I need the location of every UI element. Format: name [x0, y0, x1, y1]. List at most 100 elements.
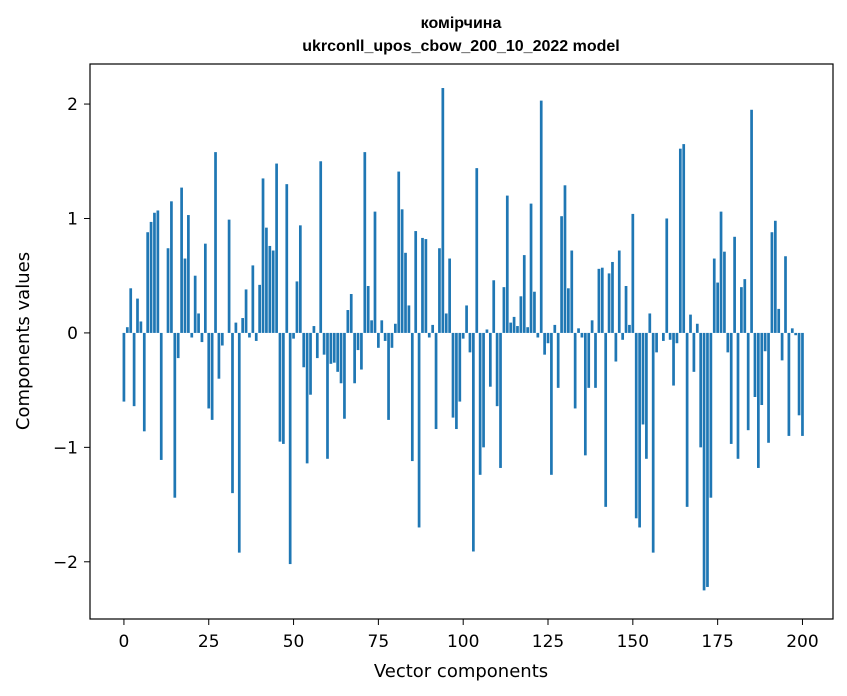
- bar: [132, 332, 136, 407]
- bar: [699, 332, 703, 448]
- bar: [339, 332, 343, 384]
- bar: [624, 286, 628, 333]
- bar: [482, 332, 485, 448]
- bar: [455, 332, 458, 430]
- bar: [522, 255, 526, 333]
- bar: [757, 332, 760, 468]
- chart-subtitle: ukrconll_upos_cbow_200_10_2022 model: [302, 38, 619, 55]
- y-tick-label: 0: [67, 324, 78, 344]
- bar: [682, 144, 686, 333]
- bar: [309, 332, 312, 395]
- bar: [315, 332, 319, 359]
- bar: [641, 332, 645, 425]
- y-tick-label: 1: [67, 209, 78, 229]
- bar: [153, 212, 156, 333]
- bar: [706, 332, 709, 587]
- bar: [417, 332, 421, 528]
- bar: [617, 250, 621, 333]
- bar: [180, 187, 183, 333]
- bar: [780, 332, 784, 361]
- bar: [712, 258, 716, 333]
- bar: [183, 258, 187, 333]
- bar: [441, 88, 445, 333]
- bar: [536, 332, 540, 338]
- bar: [176, 332, 180, 359]
- bar: [740, 287, 743, 333]
- bar: [760, 332, 764, 406]
- bar: [672, 332, 675, 386]
- y-axis-label: Components values: [13, 252, 34, 430]
- bar: [349, 294, 353, 333]
- bar: [492, 280, 496, 333]
- x-tick-label: 50: [283, 632, 305, 652]
- bar: [526, 327, 530, 333]
- bar: [675, 332, 679, 344]
- bar: [733, 236, 736, 333]
- bar: [763, 332, 767, 352]
- bar: [729, 332, 733, 444]
- bar: [251, 265, 255, 333]
- bar: [329, 332, 333, 364]
- bar: [268, 245, 272, 333]
- bar: [156, 210, 160, 333]
- bar: [692, 332, 696, 372]
- bar: [587, 332, 591, 388]
- bar: [719, 211, 723, 333]
- bar: [234, 322, 238, 333]
- bar: [373, 211, 377, 333]
- bar: [125, 327, 129, 333]
- bar: [254, 332, 258, 341]
- bar: [709, 332, 713, 498]
- bar: [651, 332, 655, 553]
- x-axis-ticks: 0 25 50 75 100 125 150 175 200: [119, 619, 819, 652]
- bar: [170, 201, 173, 333]
- bar: [210, 332, 214, 420]
- bar: [427, 332, 431, 338]
- bar: [407, 305, 411, 333]
- bar-series: [122, 88, 804, 591]
- bar: [753, 332, 757, 397]
- bar: [628, 324, 631, 333]
- y-tick-label: 2: [67, 95, 78, 115]
- bar: [231, 332, 234, 494]
- bar: [512, 316, 516, 333]
- bar: [136, 298, 139, 333]
- bar: [414, 231, 418, 333]
- bar: [685, 332, 689, 507]
- bar: [519, 296, 523, 333]
- bar: [129, 288, 133, 333]
- bar: [750, 109, 753, 333]
- bar: [634, 332, 638, 519]
- bar: [366, 286, 370, 333]
- bar: [567, 288, 570, 333]
- bar: [461, 332, 465, 339]
- bar: [784, 256, 787, 333]
- bar: [573, 332, 577, 409]
- bar: [583, 332, 587, 456]
- bar: [404, 252, 407, 333]
- bar: [594, 332, 597, 388]
- bar: [797, 332, 801, 416]
- bar: [271, 250, 275, 333]
- bar: [397, 171, 401, 333]
- bar: [472, 332, 475, 552]
- bar: [390, 332, 394, 348]
- bar: [543, 332, 546, 355]
- bar: [200, 332, 204, 343]
- x-tick-label: 0: [119, 632, 130, 652]
- bar: [370, 320, 373, 333]
- bar: [502, 287, 506, 333]
- bar: [631, 213, 635, 333]
- bar: [438, 248, 441, 333]
- bar: [244, 289, 248, 333]
- bar: [302, 332, 306, 368]
- bar: [556, 332, 560, 388]
- bar: [248, 332, 251, 338]
- bar: [505, 195, 509, 333]
- bar: [509, 322, 513, 333]
- bar: [322, 332, 326, 355]
- bar: [159, 332, 163, 460]
- bar: [702, 332, 706, 591]
